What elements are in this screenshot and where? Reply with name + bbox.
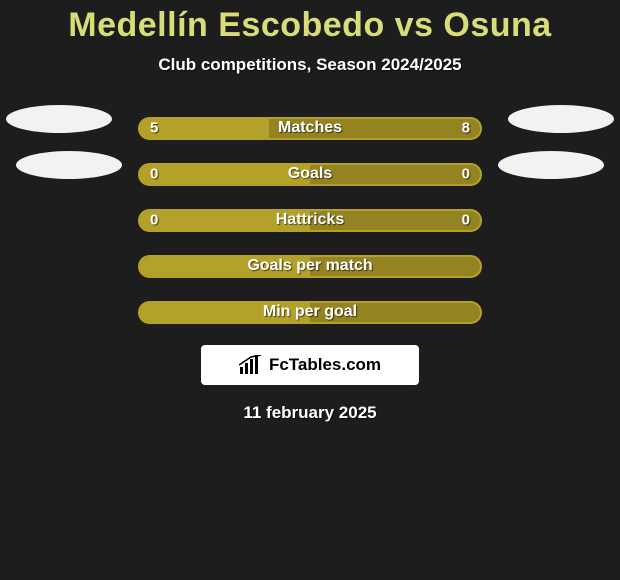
date-text: 11 february 2025 <box>0 403 620 423</box>
flag-right-1 <box>498 151 604 179</box>
bar-min-per-goal: Min per goal <box>138 301 482 324</box>
brand-text: FcTables.com <box>269 355 381 375</box>
bar-value-right: 8 <box>462 120 470 137</box>
bar-value-right: 0 <box>462 212 470 229</box>
stat-row-min-per-goal: Min per goal <box>0 289 620 335</box>
page-subtitle: Club competitions, Season 2024/2025 <box>0 55 620 75</box>
flag-left-0 <box>6 105 112 133</box>
bar-matches: 5 Matches 8 <box>138 117 482 140</box>
comparison-infographic: Medellín Escobedo vs Osuna Club competit… <box>0 0 620 580</box>
brand-badge[interactable]: FcTables.com <box>201 345 419 385</box>
stat-row-matches: 5 Matches 8 <box>0 105 620 151</box>
bar-goals: 0 Goals 0 <box>138 163 482 186</box>
chart-icon <box>239 355 263 375</box>
page-title: Medellín Escobedo vs Osuna <box>0 6 620 45</box>
bar-left-fill <box>140 211 310 230</box>
stat-row-hattricks: 0 Hattricks 0 <box>0 197 620 243</box>
bar-value-left: 0 <box>150 166 158 183</box>
bar-value-left: 5 <box>150 120 158 137</box>
bar-value-right: 0 <box>462 166 470 183</box>
bar-hattricks: 0 Hattricks 0 <box>138 209 482 232</box>
bar-value-left: 0 <box>150 212 158 229</box>
flag-left-1 <box>16 151 122 179</box>
stat-row-goals: 0 Goals 0 <box>0 151 620 197</box>
bar-left-fill <box>140 119 269 138</box>
bar-left-fill <box>140 165 310 184</box>
bar-left-fill <box>140 303 310 322</box>
bar-goals-per-match: Goals per match <box>138 255 482 278</box>
bar-left-fill <box>140 257 310 276</box>
flag-right-0 <box>508 105 614 133</box>
stat-row-goals-per-match: Goals per match <box>0 243 620 289</box>
